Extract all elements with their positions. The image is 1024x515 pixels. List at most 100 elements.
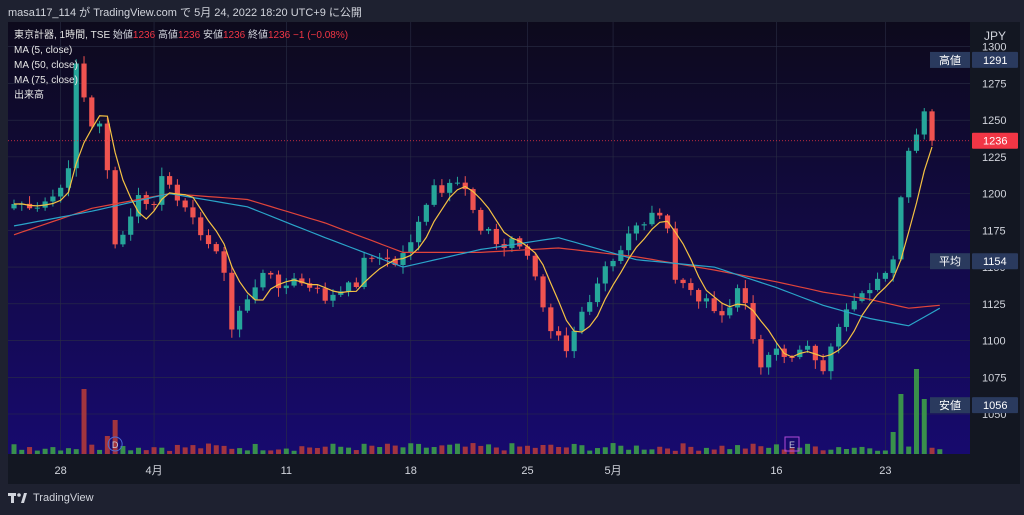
volume-bar bbox=[135, 447, 141, 454]
candle bbox=[851, 293, 857, 312]
close-label: 終値 bbox=[248, 30, 268, 41]
candle bbox=[703, 293, 710, 309]
volume-bar bbox=[906, 446, 912, 454]
volume-bar bbox=[400, 447, 406, 454]
candle-body bbox=[221, 251, 227, 273]
volume-bar bbox=[462, 446, 468, 454]
high-label: 高値 bbox=[157, 30, 178, 41]
volume-bar bbox=[859, 446, 865, 454]
candle bbox=[268, 271, 274, 279]
candle-body bbox=[260, 272, 266, 288]
candle bbox=[594, 277, 601, 307]
open-value: 1236 bbox=[132, 30, 156, 41]
volume-bar bbox=[384, 443, 390, 454]
volume-bar bbox=[797, 447, 803, 454]
x-tick-label: 11 bbox=[281, 465, 292, 477]
indicator-ma75[interactable]: MA (75, close) bbox=[14, 75, 78, 86]
candle-body bbox=[73, 63, 79, 169]
volume-bar bbox=[641, 449, 647, 454]
candle-body bbox=[867, 290, 873, 294]
candle bbox=[439, 179, 445, 198]
earnings-marker-icon bbox=[784, 436, 800, 452]
indicator-ma5[interactable]: MA (5, close) bbox=[14, 45, 73, 56]
volume-bar bbox=[221, 445, 227, 454]
candle-body bbox=[26, 203, 33, 209]
x-tick-label: 28 bbox=[55, 465, 67, 477]
candle bbox=[610, 258, 616, 272]
chart-area[interactable]: JPY1300127512501225120011751150112511001… bbox=[8, 22, 1020, 484]
volume-bar bbox=[579, 445, 585, 454]
candle-body bbox=[478, 209, 484, 231]
candle bbox=[104, 117, 110, 179]
volume-bar bbox=[198, 448, 204, 454]
indicator-volume[interactable]: 出来高 bbox=[14, 90, 44, 101]
volume-bar bbox=[353, 450, 359, 454]
chart-legend: 東京計器, 1時間, TSE 始値1236 高値1236 安値1236 終値12… bbox=[14, 28, 348, 103]
y-tick-label: 1250 bbox=[982, 115, 1006, 127]
candle bbox=[921, 108, 927, 140]
candle-body bbox=[34, 207, 40, 209]
volume-bar bbox=[649, 449, 655, 454]
candle bbox=[587, 294, 593, 316]
candle bbox=[128, 208, 134, 241]
volume-bar bbox=[696, 450, 702, 454]
candle-body bbox=[190, 207, 196, 218]
tradingview-logo[interactable]: TradingView bbox=[8, 492, 94, 504]
volume-bar bbox=[540, 444, 546, 454]
volume-bar bbox=[478, 445, 484, 454]
candle bbox=[353, 277, 359, 289]
candle-body bbox=[766, 354, 772, 368]
volume-bar bbox=[587, 450, 593, 454]
candle-body bbox=[307, 283, 313, 288]
price-badge: 1291 高値 bbox=[930, 51, 1018, 68]
candle bbox=[73, 59, 79, 177]
price-badge-name: 高値 bbox=[939, 53, 961, 67]
candle-body bbox=[330, 294, 336, 301]
candle-body bbox=[96, 123, 103, 127]
event-marker-label: E bbox=[789, 440, 795, 450]
volume-bar bbox=[182, 447, 188, 454]
volume-bar bbox=[167, 450, 173, 454]
x-tick-label: 18 bbox=[405, 465, 417, 477]
candle-body bbox=[773, 348, 780, 355]
y-tick-label: 1100 bbox=[982, 336, 1006, 348]
candle-body bbox=[237, 310, 243, 330]
candle-body bbox=[851, 300, 857, 310]
candle-body bbox=[532, 255, 538, 277]
candle bbox=[112, 166, 118, 249]
candle bbox=[758, 334, 764, 375]
candle bbox=[392, 256, 398, 267]
candle-body bbox=[556, 331, 562, 336]
indicator-ma50[interactable]: MA (50, close) bbox=[14, 60, 78, 71]
candle-body bbox=[369, 257, 375, 259]
change-value: −1 (−0.08%) bbox=[293, 30, 349, 41]
candle-body bbox=[688, 283, 694, 290]
price-badge-value: 1291 bbox=[983, 55, 1007, 67]
candle-body bbox=[299, 278, 305, 284]
candle-body bbox=[812, 345, 818, 361]
volume-bar bbox=[346, 447, 352, 454]
candle-body bbox=[384, 257, 391, 259]
x-tick-label: 23 bbox=[879, 465, 891, 477]
candle-body bbox=[587, 302, 593, 312]
volume-bar bbox=[610, 443, 616, 454]
candle bbox=[882, 271, 888, 282]
y-tick-label: 1300 bbox=[982, 42, 1006, 54]
volume-bar bbox=[820, 450, 826, 454]
candle bbox=[283, 278, 289, 295]
candle bbox=[478, 207, 484, 235]
candle bbox=[454, 176, 461, 186]
candle-body bbox=[345, 282, 352, 292]
volume-bar bbox=[268, 450, 274, 454]
candle bbox=[96, 121, 103, 134]
candle-body bbox=[843, 309, 850, 327]
y-tick-label: 1075 bbox=[982, 372, 1006, 384]
candle bbox=[641, 222, 647, 231]
price-badge-box bbox=[972, 253, 1018, 270]
candle-body bbox=[135, 195, 142, 217]
price-badge-name: 平均 bbox=[939, 255, 961, 268]
volume-bar bbox=[392, 445, 398, 454]
candle-body bbox=[610, 260, 616, 267]
candlestick-chart[interactable]: JPY1300127512501225120011751150112511001… bbox=[8, 22, 1020, 484]
volume-bar bbox=[626, 449, 632, 454]
